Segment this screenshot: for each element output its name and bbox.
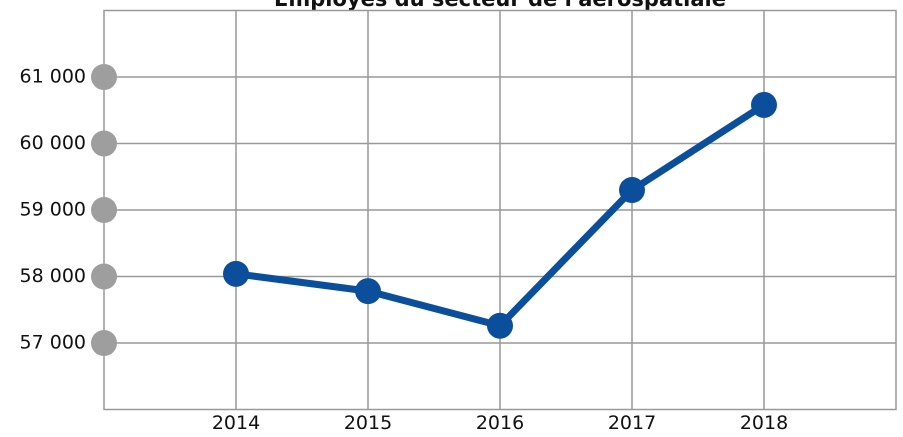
chart-title: Employés du secteur de l'aérospatiale <box>274 0 726 11</box>
x-tick-label: 2018 <box>740 412 788 434</box>
point <box>355 278 381 305</box>
x-tick-label: 2014 <box>212 412 260 434</box>
y-tick-mark <box>91 330 117 356</box>
y-tick-mark <box>91 64 117 90</box>
y-tick-mark <box>91 263 117 290</box>
x-tick-label: 2015 <box>344 412 392 434</box>
point <box>487 312 513 339</box>
point <box>619 177 645 204</box>
x-tick-label: 2017 <box>608 412 656 434</box>
point <box>223 260 249 287</box>
y-tick-label: 57 000 <box>20 332 86 354</box>
y-tick-label: 61 000 <box>20 66 86 88</box>
y-tick-label: 58 000 <box>20 265 86 287</box>
y-tick-label: 60 000 <box>20 132 86 154</box>
point <box>751 91 777 118</box>
y-tick-mark <box>91 130 117 157</box>
y-tick-mark <box>91 197 117 223</box>
x-tick-label: 2016 <box>476 412 524 434</box>
y-tick-label: 59 000 <box>20 199 86 221</box>
